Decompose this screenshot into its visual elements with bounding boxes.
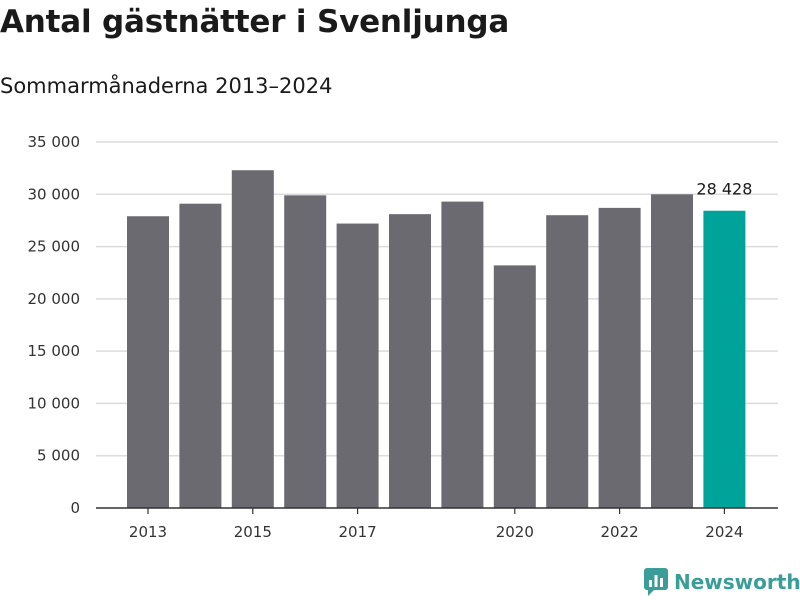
x-tick-label: 2017 xyxy=(339,523,377,541)
y-tick-label: 30 000 xyxy=(28,185,81,203)
y-tick-label: 35 000 xyxy=(28,133,81,151)
x-axis-labels: 2013 2015 2017 2020 2022 2024 xyxy=(129,523,744,541)
bar-2014 xyxy=(179,203,222,508)
x-axis-ticks xyxy=(147,508,726,514)
bar-2017 xyxy=(336,223,379,508)
y-tick-label: 25 000 xyxy=(28,238,81,256)
bar-2022 xyxy=(598,207,641,508)
chart-title: Antal gästnätter i Svenljunga xyxy=(0,4,510,40)
chart-subtitle: Sommarmånaderna 2013–2024 xyxy=(0,74,333,98)
y-tick-label: 0 xyxy=(70,499,80,517)
brand-logo: Newsworthy xyxy=(644,568,800,596)
bars xyxy=(127,170,746,509)
bar-2015 xyxy=(231,170,274,508)
bar-2019 xyxy=(441,201,484,508)
bar-2018 xyxy=(389,214,431,508)
bar-2024 xyxy=(703,210,746,508)
y-tick-label: 5 000 xyxy=(37,447,80,465)
bar-2023 xyxy=(651,194,693,509)
bar-2020 xyxy=(493,265,536,508)
y-tick-label: 10 000 xyxy=(28,394,81,412)
y-tick-label: 20 000 xyxy=(28,290,81,308)
x-tick-label: 2015 xyxy=(234,523,272,541)
x-tick-label: 2020 xyxy=(496,523,534,541)
data-labels: 28 428 xyxy=(696,180,752,199)
data-label-2024: 28 428 xyxy=(696,180,752,199)
newsworthy-logo-icon xyxy=(644,568,668,596)
brand-name: Newsworthy xyxy=(674,570,800,594)
bar-2016 xyxy=(284,195,327,508)
bar-2021 xyxy=(546,215,589,508)
y-tick-label: 15 000 xyxy=(28,342,81,360)
y-axis-labels: 0 5 000 10 000 15 000 20 000 25 000 30 000 35 0… xyxy=(28,133,81,517)
x-tick-label: 2024 xyxy=(705,523,743,541)
x-tick-label: 2013 xyxy=(129,523,167,541)
bar-2013 xyxy=(127,216,169,508)
x-tick-label: 2022 xyxy=(601,523,639,541)
